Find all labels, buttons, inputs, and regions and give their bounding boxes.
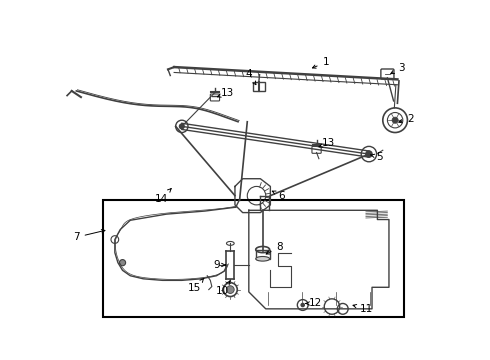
Circle shape	[226, 286, 234, 293]
Bar	[256, 249, 270, 259]
Circle shape	[179, 123, 185, 130]
Text: 13: 13	[218, 88, 234, 98]
Bar	[253, 82, 265, 91]
Circle shape	[120, 260, 125, 266]
Text: 13: 13	[319, 138, 336, 148]
Text: 6: 6	[272, 191, 285, 201]
Text: 5: 5	[371, 152, 383, 162]
Ellipse shape	[256, 256, 270, 261]
Text: 7: 7	[73, 230, 105, 242]
Circle shape	[392, 117, 398, 123]
Text: 8: 8	[266, 242, 283, 254]
Text: 14: 14	[154, 189, 171, 204]
Bar	[102, 199, 404, 316]
Circle shape	[300, 303, 305, 307]
Text: 2: 2	[399, 114, 414, 123]
Circle shape	[365, 150, 373, 158]
Text: 1: 1	[313, 58, 329, 68]
Text: 4: 4	[245, 69, 256, 85]
Text: 11: 11	[353, 304, 373, 314]
Text: 9: 9	[213, 260, 225, 270]
Text: 15: 15	[188, 278, 204, 293]
Text: 3: 3	[391, 63, 405, 74]
Text: 10: 10	[216, 281, 230, 296]
Text: 12: 12	[306, 298, 321, 309]
